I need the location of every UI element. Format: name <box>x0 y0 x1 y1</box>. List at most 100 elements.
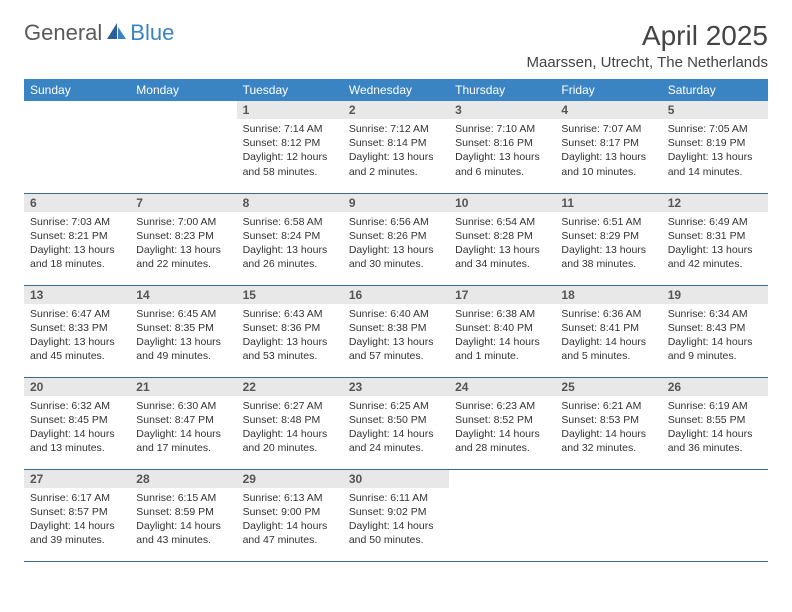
day-details: Sunrise: 6:45 AMSunset: 8:35 PMDaylight:… <box>130 304 236 368</box>
day-number: 14 <box>130 286 236 304</box>
day-details: Sunrise: 6:36 AMSunset: 8:41 PMDaylight:… <box>555 304 661 368</box>
day-details: Sunrise: 6:25 AMSunset: 8:50 PMDaylight:… <box>343 396 449 460</box>
day-details: Sunrise: 6:27 AMSunset: 8:48 PMDaylight:… <box>237 396 343 460</box>
sunrise-text: Sunrise: 6:21 AM <box>561 399 655 413</box>
calendar-day-cell: 27Sunrise: 6:17 AMSunset: 8:57 PMDayligh… <box>24 469 130 561</box>
logo-text-general: General <box>24 20 102 46</box>
day-details: Sunrise: 6:19 AMSunset: 8:55 PMDaylight:… <box>662 396 768 460</box>
calendar-day-cell: 17Sunrise: 6:38 AMSunset: 8:40 PMDayligh… <box>449 285 555 377</box>
daylight-text: Daylight: 12 hours and 58 minutes. <box>243 150 337 178</box>
day-number: 18 <box>555 286 661 304</box>
day-number: 6 <box>24 194 130 212</box>
sunset-text: Sunset: 8:14 PM <box>349 136 443 150</box>
calendar-day-cell: 11Sunrise: 6:51 AMSunset: 8:29 PMDayligh… <box>555 193 661 285</box>
sunrise-text: Sunrise: 6:34 AM <box>668 307 762 321</box>
calendar-day-cell <box>24 101 130 193</box>
day-number: 15 <box>237 286 343 304</box>
calendar-day-cell: 6Sunrise: 7:03 AMSunset: 8:21 PMDaylight… <box>24 193 130 285</box>
calendar-day-cell: 5Sunrise: 7:05 AMSunset: 8:19 PMDaylight… <box>662 101 768 193</box>
sunrise-text: Sunrise: 6:32 AM <box>30 399 124 413</box>
daylight-text: Daylight: 13 hours and 42 minutes. <box>668 243 762 271</box>
day-number: 19 <box>662 286 768 304</box>
calendar-day-cell: 25Sunrise: 6:21 AMSunset: 8:53 PMDayligh… <box>555 377 661 469</box>
day-details: Sunrise: 6:54 AMSunset: 8:28 PMDaylight:… <box>449 212 555 276</box>
day-number: 13 <box>24 286 130 304</box>
day-header: Tuesday <box>237 79 343 101</box>
day-details: Sunrise: 6:49 AMSunset: 8:31 PMDaylight:… <box>662 212 768 276</box>
daylight-text: Daylight: 14 hours and 36 minutes. <box>668 427 762 455</box>
sunset-text: Sunset: 9:00 PM <box>243 505 337 519</box>
sunrise-text: Sunrise: 7:00 AM <box>136 215 230 229</box>
calendar-week-row: 6Sunrise: 7:03 AMSunset: 8:21 PMDaylight… <box>24 193 768 285</box>
daylight-text: Daylight: 14 hours and 20 minutes. <box>243 427 337 455</box>
sunrise-text: Sunrise: 6:36 AM <box>561 307 655 321</box>
day-details: Sunrise: 7:10 AMSunset: 8:16 PMDaylight:… <box>449 119 555 183</box>
calendar-day-cell: 2Sunrise: 7:12 AMSunset: 8:14 PMDaylight… <box>343 101 449 193</box>
sunrise-text: Sunrise: 6:56 AM <box>349 215 443 229</box>
daylight-text: Daylight: 13 hours and 34 minutes. <box>455 243 549 271</box>
calendar-day-cell: 8Sunrise: 6:58 AMSunset: 8:24 PMDaylight… <box>237 193 343 285</box>
day-number: 4 <box>555 101 661 119</box>
day-details: Sunrise: 6:11 AMSunset: 9:02 PMDaylight:… <box>343 488 449 552</box>
calendar-day-cell: 12Sunrise: 6:49 AMSunset: 8:31 PMDayligh… <box>662 193 768 285</box>
calendar-day-cell: 19 Sunrise: 6:34 AMSunset: 8:43 PMDayligh… <box>662 285 768 377</box>
daylight-text: Daylight: 14 hours and 9 minutes. <box>668 335 762 363</box>
day-number: 5 <box>662 101 768 119</box>
daylight-text: Daylight: 13 hours and 10 minutes. <box>561 150 655 178</box>
sunset-text: Sunset: 8:29 PM <box>561 229 655 243</box>
sunset-text: Sunset: 8:48 PM <box>243 413 337 427</box>
sunset-text: Sunset: 8:55 PM <box>668 413 762 427</box>
sunset-text: Sunset: 9:02 PM <box>349 505 443 519</box>
calendar-day-cell: 4Sunrise: 7:07 AMSunset: 8:17 PMDaylight… <box>555 101 661 193</box>
day-header: Wednesday <box>343 79 449 101</box>
daylight-text: Daylight: 13 hours and 53 minutes. <box>243 335 337 363</box>
calendar-day-cell: 30Sunrise: 6:11 AMSunset: 9:02 PMDayligh… <box>343 469 449 561</box>
day-details: Sunrise: 6:58 AMSunset: 8:24 PMDaylight:… <box>237 212 343 276</box>
calendar-day-cell: 1Sunrise: 7:14 AMSunset: 8:12 PMDaylight… <box>237 101 343 193</box>
day-details: Sunrise: 6:51 AMSunset: 8:29 PMDaylight:… <box>555 212 661 276</box>
day-number: 9 <box>343 194 449 212</box>
sunrise-text: Sunrise: 7:07 AM <box>561 122 655 136</box>
day-details: Sunrise: 7:05 AMSunset: 8:19 PMDaylight:… <box>662 119 768 183</box>
day-number: 8 <box>237 194 343 212</box>
sunrise-text: Sunrise: 6:23 AM <box>455 399 549 413</box>
sunrise-text: Sunrise: 6:15 AM <box>136 491 230 505</box>
daylight-text: Daylight: 14 hours and 39 minutes. <box>30 519 124 547</box>
day-number: 25 <box>555 378 661 396</box>
sunset-text: Sunset: 8:28 PM <box>455 229 549 243</box>
daylight-text: Daylight: 13 hours and 22 minutes. <box>136 243 230 271</box>
daylight-text: Daylight: 14 hours and 43 minutes. <box>136 519 230 547</box>
sunset-text: Sunset: 8:45 PM <box>30 413 124 427</box>
daylight-text: Daylight: 14 hours and 17 minutes. <box>136 427 230 455</box>
daylight-text: Daylight: 14 hours and 5 minutes. <box>561 335 655 363</box>
sunset-text: Sunset: 8:59 PM <box>136 505 230 519</box>
day-header: Monday <box>130 79 236 101</box>
calendar-day-cell <box>130 101 236 193</box>
calendar-day-cell: 3Sunrise: 7:10 AMSunset: 8:16 PMDaylight… <box>449 101 555 193</box>
sunrise-text: Sunrise: 6:25 AM <box>349 399 443 413</box>
daylight-text: Daylight: 13 hours and 26 minutes. <box>243 243 337 271</box>
day-details: Sunrise: 6:23 AMSunset: 8:52 PMDaylight:… <box>449 396 555 460</box>
day-number: 26 <box>662 378 768 396</box>
day-number: 20 <box>24 378 130 396</box>
calendar-day-cell: 7Sunrise: 7:00 AMSunset: 8:23 PMDaylight… <box>130 193 236 285</box>
calendar-day-cell: 14Sunrise: 6:45 AMSunset: 8:35 PMDayligh… <box>130 285 236 377</box>
sunset-text: Sunset: 8:19 PM <box>668 136 762 150</box>
sunrise-text: Sunrise: 6:38 AM <box>455 307 549 321</box>
calendar-day-cell: 18Sunrise: 6:36 AMSunset: 8:41 PMDayligh… <box>555 285 661 377</box>
day-number: 11 <box>555 194 661 212</box>
sunset-text: Sunset: 8:38 PM <box>349 321 443 335</box>
daylight-text: Daylight: 14 hours and 1 minute. <box>455 335 549 363</box>
sunrise-text: Sunrise: 6:58 AM <box>243 215 337 229</box>
sunrise-text: Sunrise: 7:10 AM <box>455 122 549 136</box>
day-details: Sunrise: 7:12 AMSunset: 8:14 PMDaylight:… <box>343 119 449 183</box>
logo-sail-icon <box>106 21 128 46</box>
day-number: 29 <box>237 470 343 488</box>
sunset-text: Sunset: 8:50 PM <box>349 413 443 427</box>
day-details: Sunrise: 6:40 AMSunset: 8:38 PMDaylight:… <box>343 304 449 368</box>
calendar-day-cell: 22Sunrise: 6:27 AMSunset: 8:48 PMDayligh… <box>237 377 343 469</box>
day-number: 2 <box>343 101 449 119</box>
calendar-day-cell: 24Sunrise: 6:23 AMSunset: 8:52 PMDayligh… <box>449 377 555 469</box>
title-block: April 2025 Maarssen, Utrecht, The Nether… <box>526 20 768 71</box>
sunset-text: Sunset: 8:43 PM <box>668 321 762 335</box>
